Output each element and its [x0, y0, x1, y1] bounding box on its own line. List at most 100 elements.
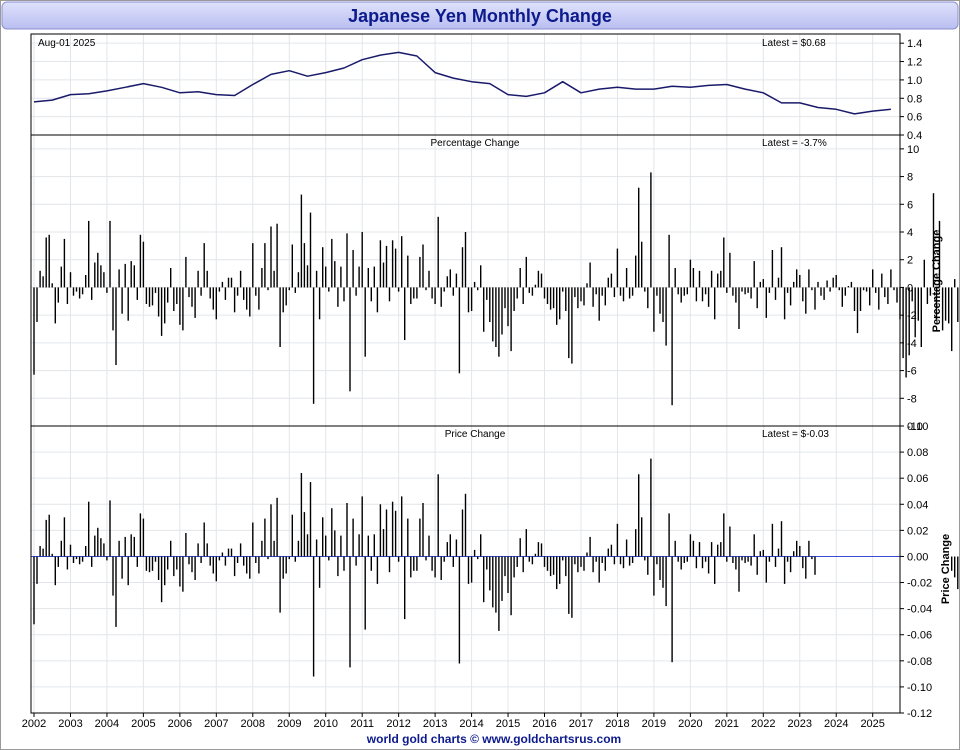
- x-tick-label: 2017: [569, 718, 593, 730]
- dollar-bar: [112, 556, 114, 596]
- dollar-panel-label: Price Change: [445, 429, 506, 440]
- percent-bar: [944, 287, 947, 321]
- dollar-bar: [434, 556, 436, 578]
- percent-bar: [48, 234, 50, 288]
- percent-bar: [410, 287, 412, 304]
- dollar-bar: [303, 512, 306, 557]
- percent-bar: [349, 287, 351, 392]
- dollar-bar: [343, 556, 345, 571]
- percent-bar: [413, 287, 415, 299]
- percent-bar: [586, 283, 588, 288]
- x-tick-label: 2009: [277, 718, 301, 730]
- percent-bar: [865, 287, 868, 292]
- percent-bar: [692, 268, 695, 288]
- percent-bar: [926, 287, 929, 304]
- dollar-bar: [607, 548, 609, 557]
- x-tick-label: 2007: [204, 718, 228, 730]
- dollar-bar: [498, 556, 500, 631]
- dollar-bar: [580, 556, 582, 567]
- percent-bar: [437, 216, 439, 288]
- dollar-bar: [714, 556, 716, 584]
- dollar-bar: [328, 556, 330, 561]
- dollar-bar: [407, 518, 409, 557]
- dollar-bar: [379, 504, 382, 557]
- percent-bar: [628, 287, 631, 299]
- dollar-bar: [273, 540, 275, 557]
- dollar-bar: [483, 556, 485, 603]
- percent-bar: [853, 287, 856, 311]
- percent-bar: [72, 287, 75, 296]
- percent-bar: [182, 287, 184, 331]
- percent-bar: [385, 245, 388, 288]
- percent-bar: [890, 269, 892, 288]
- dollar-bar: [461, 509, 464, 557]
- dollar-bar: [710, 542, 713, 557]
- percent-bar: [106, 287, 108, 293]
- dollar-bar: [258, 556, 260, 574]
- dollar-bar: [613, 556, 616, 565]
- percent-bar: [783, 287, 786, 320]
- dollar-bar: [233, 556, 236, 577]
- percent-bar: [470, 287, 473, 311]
- dollar-bar: [589, 536, 591, 557]
- percent-bar: [595, 287, 597, 295]
- dollar-bar: [221, 552, 224, 557]
- dollar-bar: [285, 556, 287, 574]
- dollar-bar: [732, 556, 734, 563]
- percent-bar: [331, 238, 333, 288]
- percent-bar: [720, 270, 722, 288]
- percent-bar: [856, 287, 859, 334]
- dollar-bar: [610, 544, 613, 557]
- dollar-bar: [312, 556, 315, 677]
- dollar-bar: [562, 556, 564, 561]
- percent-bar: [619, 287, 622, 296]
- percent-bar: [464, 232, 467, 288]
- percent-bar: [759, 281, 761, 288]
- percent-bar: [197, 270, 199, 288]
- percent-bar: [416, 287, 418, 299]
- percent-bar: [799, 275, 801, 288]
- dollar-bar: [534, 553, 537, 557]
- dollar-bar: [723, 513, 725, 557]
- percent-bar: [212, 287, 214, 310]
- percent-bar: [103, 272, 105, 288]
- dollar-bar: [650, 458, 652, 557]
- dollar-bar: [385, 509, 388, 557]
- dollar-bar: [628, 556, 631, 566]
- dollar-bar: [394, 510, 397, 557]
- percent-bar: [209, 287, 211, 299]
- percent-bar: [124, 263, 126, 288]
- x-tick-label: 2021: [715, 718, 739, 730]
- percent-bar: [504, 287, 506, 309]
- dollar-bar: [522, 556, 524, 573]
- percent-bar: [631, 287, 634, 296]
- percent-bar: [315, 270, 318, 288]
- percent-bar: [206, 270, 208, 288]
- dollar-bar: [57, 556, 59, 567]
- percent-bar: [893, 287, 895, 291]
- percent-bar: [322, 247, 324, 288]
- percent-bar: [565, 287, 567, 311]
- dollar-bar: [382, 529, 385, 557]
- percent-bar: [671, 287, 673, 406]
- percent-bar: [902, 287, 904, 359]
- dollar-bar: [401, 496, 403, 557]
- percent-bar: [276, 223, 278, 288]
- percent-bar: [112, 287, 114, 331]
- percent-bar: [300, 194, 303, 288]
- dollar-bar: [200, 556, 202, 563]
- percent-bar: [768, 287, 771, 293]
- x-tick-label: 2006: [168, 718, 192, 730]
- dollar-bar: [309, 482, 312, 557]
- percent-bar: [243, 287, 245, 300]
- dollar-bar: [486, 556, 488, 570]
- percent-bar: [246, 287, 248, 310]
- percent-bar: [151, 287, 154, 306]
- y-tick-label: 0.06: [907, 473, 928, 485]
- dollar-bar: [148, 556, 151, 573]
- dollar-bar: [635, 529, 637, 557]
- dollar-bar: [765, 556, 767, 583]
- percent-bar: [136, 287, 138, 300]
- percent-bar: [397, 287, 400, 292]
- dollar-bar: [707, 556, 710, 574]
